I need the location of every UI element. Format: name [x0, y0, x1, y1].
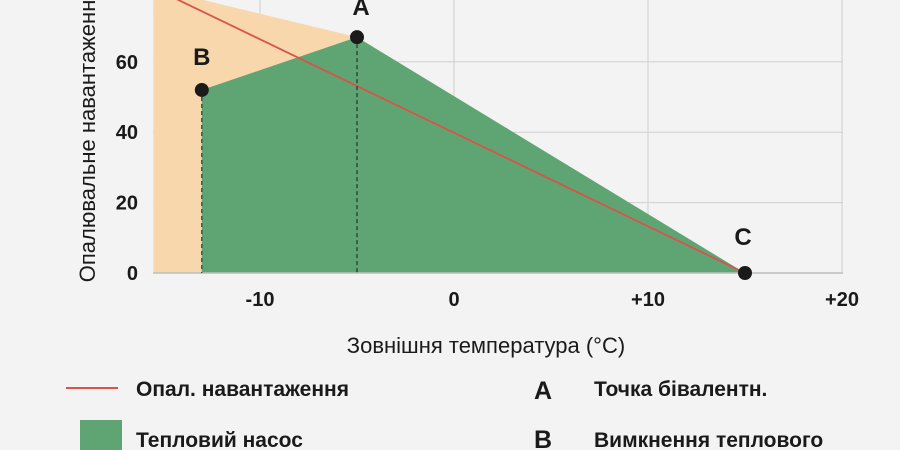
heating-load-line [176, 0, 746, 274]
y-tick-label-2: 40 [116, 122, 138, 144]
legend-area-swatch [80, 420, 122, 450]
y-tick-label-3: 60 [116, 52, 138, 74]
legend: Опал. навантаження Тепловий насос A Точк… [66, 377, 823, 450]
legend-point-a-text: Точка бівалентн. [594, 378, 767, 401]
point-guide-lines [201, 37, 358, 273]
x-tick-label-1: 0 [448, 289, 459, 311]
point-c [738, 266, 752, 280]
point-a [350, 30, 364, 45]
x-tick-label-0: -10 [246, 289, 275, 311]
point-b [194, 82, 209, 97]
y-tick-label-0: 0 [127, 263, 138, 285]
point-a-label: A [352, 0, 369, 21]
legend-line-label: Опал. навантаження [136, 378, 349, 401]
x-tick-labels: -10 0 +10 +20 [246, 289, 859, 311]
legend-point-b-text: Вимкнення теплового [594, 429, 823, 450]
y-tick-labels: 0 20 40 60 80 [116, 0, 138, 285]
chart-points: A B C [193, 0, 752, 280]
legend-point-a-key: A [534, 377, 552, 405]
legend-area-label: Тепловий насос [136, 429, 303, 450]
legend-point-b-key: B [534, 426, 552, 450]
x-tick-label-3: +20 [825, 289, 859, 311]
y-tick-label-1: 20 [116, 193, 138, 215]
x-tick-label-2: +10 [631, 289, 665, 311]
heat-pump-area [201, 37, 746, 273]
y-axis-title: Опалювальне навантаження [75, 0, 100, 282]
point-c-label: C [734, 224, 751, 251]
y-tick-label-4: 80 [116, 0, 138, 3]
point-b-label: B [193, 44, 210, 71]
x-axis-title: Зовнішня температура (°C) [347, 333, 625, 358]
